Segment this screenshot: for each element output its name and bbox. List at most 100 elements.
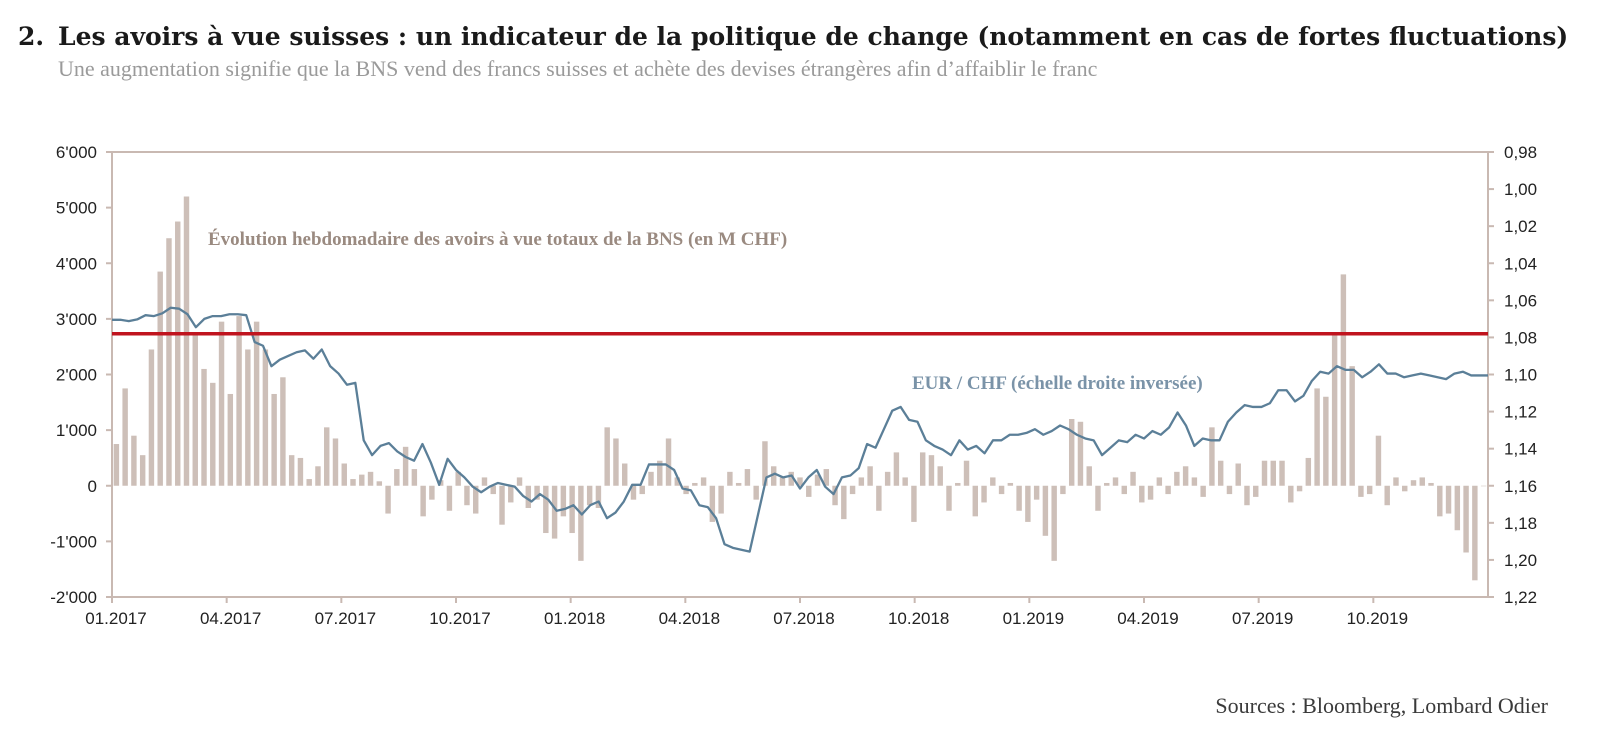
bar (1182, 466, 1189, 486)
bar (753, 485, 759, 500)
bar (1463, 485, 1469, 553)
left-tick-label: 5'000 (56, 199, 97, 218)
bar (1217, 460, 1224, 486)
bar (1077, 421, 1084, 486)
bar (998, 485, 1005, 495)
bar (560, 485, 567, 517)
bar (955, 482, 961, 486)
bar (595, 485, 602, 508)
bar (1296, 485, 1303, 492)
right-tick-label: 0,98 (1504, 143, 1537, 162)
right-tick-label: 1,12 (1504, 403, 1537, 422)
bar (183, 196, 190, 486)
bar (841, 485, 847, 520)
bar (1130, 471, 1136, 486)
bar (797, 477, 803, 486)
right-tick-label: 1,04 (1504, 254, 1537, 273)
bar (1174, 471, 1180, 486)
x-tick-label: 07.2018 (773, 609, 834, 628)
bar (324, 427, 330, 486)
bar (481, 477, 488, 486)
bar (604, 427, 610, 486)
x-tick-label: 04.2017 (200, 609, 261, 628)
bar (674, 477, 681, 486)
bar (770, 466, 777, 486)
bar (350, 479, 356, 486)
bar (735, 482, 742, 486)
bar (578, 485, 584, 561)
x-tick-label: 10.2017 (429, 609, 490, 628)
bar (1261, 460, 1268, 486)
bar (1147, 485, 1154, 500)
bar (551, 485, 558, 539)
bar (359, 474, 365, 486)
bar (1051, 485, 1057, 561)
bar (700, 477, 707, 486)
left-tick-label: 0 (88, 477, 97, 496)
line-series-annotation: EUR / CHF (échelle droite inversée) (912, 373, 1203, 394)
bar (1139, 485, 1145, 503)
bar (262, 349, 269, 486)
chart-title-row: 2. Les avoirs à vue suisses : un indicate… (18, 22, 1568, 51)
bar (394, 469, 400, 486)
axes-layer (106, 151, 1494, 603)
bar (1121, 485, 1127, 495)
bar (113, 444, 120, 486)
bar (271, 393, 277, 486)
bars-layer (113, 196, 1487, 581)
left-tick-label: 4'000 (56, 254, 97, 273)
bar (201, 368, 207, 486)
chart-number: 2. (18, 22, 45, 51)
bar (516, 477, 523, 486)
right-tick-label: 1,16 (1504, 477, 1537, 496)
bar (218, 321, 225, 486)
bar (814, 474, 821, 486)
x-tick-label: 01.2017 (85, 609, 146, 628)
right-tick-label: 1,20 (1504, 551, 1537, 570)
bar (1472, 485, 1478, 581)
bar (665, 438, 672, 486)
x-tick-label: 07.2019 (1232, 609, 1293, 628)
bar (131, 435, 137, 486)
bar (1209, 427, 1215, 486)
bar (139, 455, 146, 486)
bar (376, 481, 383, 486)
bar (1288, 485, 1294, 503)
bar (1445, 485, 1452, 514)
bar (175, 221, 181, 486)
bar (1358, 485, 1364, 497)
bar (1104, 482, 1110, 486)
bar (648, 471, 654, 486)
x-tick-label: 10.2018 (888, 609, 949, 628)
bar (1270, 460, 1276, 486)
bar (990, 477, 996, 486)
bar (788, 471, 794, 486)
bar (867, 466, 873, 486)
bar (385, 485, 391, 514)
bar (192, 332, 198, 486)
right-tick-label: 1,06 (1504, 291, 1537, 310)
right-tick-label: 1,00 (1504, 180, 1537, 199)
bar (639, 485, 645, 495)
bar (1226, 485, 1233, 495)
bar (1165, 485, 1171, 495)
left-tick-label: 6'000 (56, 143, 97, 162)
bar (893, 452, 900, 486)
bar (630, 485, 637, 500)
bar (1156, 477, 1163, 486)
bar (236, 316, 242, 486)
left-tick-label: -1'000 (50, 532, 97, 551)
bar (332, 438, 339, 486)
bar (1437, 485, 1443, 517)
bar (1095, 485, 1101, 511)
bar (455, 471, 461, 486)
bar (446, 485, 453, 511)
bar (858, 477, 865, 486)
bar (981, 485, 987, 503)
bar (1244, 485, 1250, 506)
bar (157, 271, 163, 486)
bar (420, 485, 426, 517)
bar (569, 485, 575, 534)
bar (402, 446, 409, 486)
bar (586, 485, 593, 506)
